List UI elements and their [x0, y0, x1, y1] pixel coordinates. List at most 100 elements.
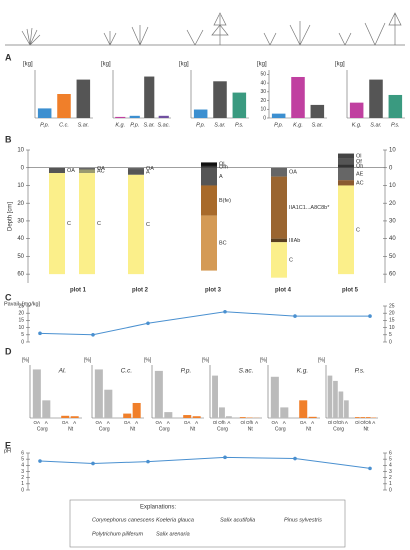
- bar: [239, 417, 246, 418]
- bar: [70, 416, 79, 418]
- bar: [164, 412, 173, 418]
- point: [91, 333, 95, 337]
- y-tick-label: 0: [389, 487, 392, 493]
- y-tick-label: 4: [389, 463, 392, 469]
- category-label: P.p.: [274, 122, 283, 128]
- horizon-label: B(fe): [219, 198, 231, 204]
- horizon-label: AE: [356, 171, 364, 177]
- line: [39, 456, 371, 469]
- category-label: Ol: [240, 420, 245, 425]
- horizon-label: Ol: [356, 154, 362, 160]
- bar: [154, 370, 163, 418]
- unit-label: [kg]: [23, 62, 33, 68]
- y-tick-label: 0: [389, 339, 392, 345]
- y-tick-label: 0: [263, 115, 266, 121]
- legend-item: Salix arenaria: [156, 531, 190, 537]
- horizon: [49, 167, 65, 174]
- category-label: Oh: [338, 420, 345, 425]
- bar: [57, 94, 71, 118]
- horizon-label: Ol: [219, 162, 225, 168]
- point: [146, 321, 150, 326]
- horizon: [128, 167, 144, 170]
- horizon: [201, 162, 217, 166]
- horizon: [79, 173, 95, 275]
- y-tick-label: 10: [389, 148, 396, 154]
- bar: [388, 94, 403, 118]
- unit-label: [kg]: [257, 62, 267, 68]
- y-tick-label: 10: [260, 107, 266, 113]
- category-label: OA: [96, 420, 103, 425]
- y-tick-label: 40: [17, 236, 24, 242]
- category-label: P.s.: [391, 122, 400, 128]
- y-tick-label: 40: [389, 236, 396, 242]
- horizon-label: Oh: [356, 163, 363, 169]
- unit-label: [kg]: [101, 62, 111, 68]
- y-tick-label: 6: [389, 450, 392, 456]
- horizon: [271, 238, 287, 243]
- y-tick-label: 5: [21, 456, 24, 462]
- group-label: Corg: [275, 426, 286, 432]
- bar: [132, 402, 141, 418]
- y-tick-label: 60: [389, 272, 396, 278]
- horizon-label: A: [146, 170, 150, 176]
- horizon-label: OA: [146, 166, 154, 172]
- y-tick-label: 10: [389, 325, 395, 331]
- legend-item: Salix acutifolia: [220, 517, 255, 523]
- legend-item: Polytrichum piliferum: [92, 531, 143, 537]
- horizon-label: Ofh: [219, 164, 228, 170]
- panel-label: D: [5, 346, 12, 356]
- category-label: A: [283, 420, 286, 425]
- category-label: K.g.: [293, 122, 303, 128]
- bar: [104, 389, 113, 418]
- y-tick-label: 2: [389, 475, 392, 481]
- y-tick-label: 50: [17, 254, 24, 260]
- category-label: P.p.: [196, 122, 205, 128]
- horizon-label: A: [219, 174, 223, 180]
- group-label: Nt: [248, 426, 254, 432]
- category-label: Oh: [365, 420, 372, 425]
- horizon-label: C: [146, 222, 150, 228]
- group-label: Corg: [159, 426, 170, 432]
- species-label: C.c.: [121, 368, 133, 375]
- y-axis-title: Pavail. [mg/kg]: [4, 301, 41, 307]
- point: [38, 459, 42, 463]
- category-label: P.p.: [130, 122, 139, 128]
- point: [368, 314, 372, 318]
- species-label: P.s.: [355, 368, 366, 375]
- category-label: A: [107, 420, 110, 425]
- y-tick-label: 20: [260, 98, 266, 104]
- horizon: [128, 169, 144, 175]
- y-tick-label: 4: [21, 463, 24, 469]
- y-tick-label: 10: [18, 325, 24, 331]
- horizon: [201, 185, 217, 216]
- bar: [280, 407, 289, 418]
- bar: [308, 416, 317, 418]
- horizon-label: AC: [97, 169, 105, 175]
- y-tick-label: 5: [389, 332, 392, 338]
- y-tick-label: 30: [260, 89, 266, 95]
- horizon: [338, 164, 354, 168]
- y-tick-label: 5: [389, 456, 392, 462]
- panel-label: A: [5, 52, 12, 62]
- point: [91, 461, 95, 466]
- horizon-label: Of: [356, 159, 362, 165]
- horizon-label: C: [97, 221, 101, 227]
- bar: [310, 104, 325, 118]
- category-label: S.ar.: [370, 122, 381, 128]
- horizon-label: AC: [356, 180, 364, 186]
- unit-label: [kg]: [335, 62, 345, 68]
- y-tick-label: 2: [21, 475, 24, 481]
- y-tick-label: 20: [389, 311, 395, 317]
- point: [368, 466, 372, 471]
- y-tick-label: 6: [21, 450, 24, 456]
- group-label: Corg: [99, 426, 110, 432]
- y-tick-label: 1: [389, 481, 392, 487]
- category-label: Ofh: [246, 420, 254, 425]
- panel-label: E: [5, 440, 11, 450]
- unit-label: [%]: [22, 357, 30, 363]
- bar: [270, 376, 279, 418]
- horizon: [338, 167, 354, 181]
- y-tick-label: 50: [389, 254, 396, 260]
- horizon-label: OA: [67, 168, 75, 174]
